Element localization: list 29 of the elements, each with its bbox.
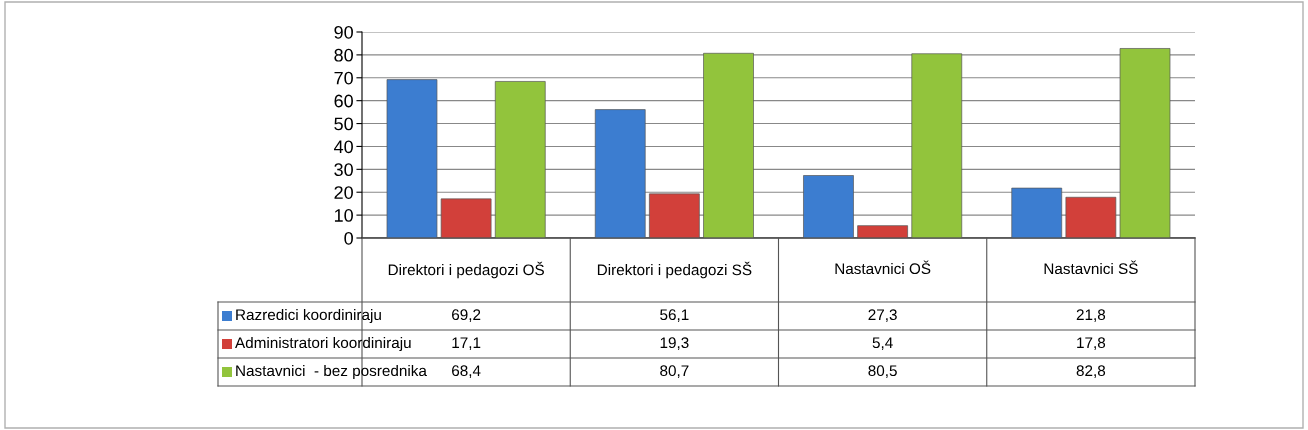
data-label: 21,8 (1076, 309, 1106, 322)
data-label: 56,1 (660, 309, 689, 322)
data-label: 68,4 (452, 365, 481, 378)
y-tick-label: 20 (334, 186, 353, 199)
data-label: 17,8 (1077, 337, 1106, 350)
data-label: 82,8 (1076, 365, 1106, 378)
data-label: 80,7 (660, 365, 689, 378)
y-tick-label: 30 (334, 163, 353, 177)
y-tick-label: 0 (344, 231, 353, 245)
data-label: 19,3 (660, 337, 689, 350)
legend-label: Administratori koordiniraju (235, 336, 411, 352)
data-label: 80,5 (868, 365, 897, 378)
data-label: 17,1 (452, 337, 481, 350)
x-tick-label: Nastavnici SŠ (1044, 260, 1138, 275)
y-tick-label: 60 (334, 94, 353, 108)
y-tick-label: 40 (334, 140, 353, 154)
data-label: 69,2 (452, 309, 481, 322)
data-label: 5,4 (872, 337, 893, 350)
y-tick-label: 70 (334, 71, 353, 85)
y-tick-label: 90 (334, 25, 353, 39)
x-tick-label: Nastavnici OŠ (835, 260, 931, 275)
legend-label: Razredici koordiniraju (236, 308, 381, 324)
x-tick-label: Direktori i pedagozi SŠ (597, 261, 752, 279)
y-tick-label: 10 (334, 209, 353, 222)
data-label: 27,3 (868, 309, 897, 322)
y-tick-label: 50 (334, 117, 353, 131)
y-tick-label: 80 (334, 48, 353, 62)
x-tick-label: Direktori i pedagozi OŠ (388, 261, 544, 279)
legend-label: Nastavnici - bez posrednika (236, 364, 427, 380)
